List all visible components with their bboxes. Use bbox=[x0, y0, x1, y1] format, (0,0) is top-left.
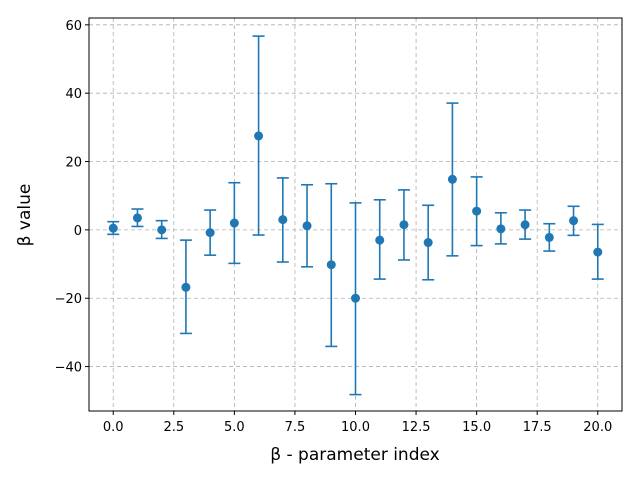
data-point bbox=[132, 213, 142, 223]
x-tick-label: 12.5 bbox=[402, 420, 431, 435]
y-tick-label: 20 bbox=[65, 156, 82, 171]
y-axis-ticks: −40 −20 0 20 40 60 bbox=[55, 19, 89, 376]
y-tick-label: 40 bbox=[65, 87, 82, 102]
data-point bbox=[496, 224, 506, 234]
data-point bbox=[278, 215, 288, 225]
x-tick-label: 5.0 bbox=[224, 420, 245, 435]
data-point bbox=[326, 260, 336, 270]
data-point bbox=[423, 238, 433, 248]
y-tick-label: 0 bbox=[74, 224, 82, 239]
data-point bbox=[108, 223, 118, 233]
data-point bbox=[593, 247, 603, 257]
x-tick-label: 15.0 bbox=[462, 420, 491, 435]
data-point bbox=[520, 220, 530, 230]
data-point bbox=[302, 221, 312, 231]
data-point bbox=[181, 282, 191, 292]
data-point bbox=[447, 174, 457, 184]
x-tick-label: 20.0 bbox=[583, 420, 612, 435]
y-tick-label: −40 bbox=[55, 361, 82, 376]
x-tick-label: 17.5 bbox=[523, 420, 552, 435]
x-tick-label: 2.5 bbox=[163, 420, 184, 435]
x-axis-ticks: 0.0 2.5 5.0 7.5 10.0 12.5 15.0 17.5 20.0 bbox=[103, 411, 612, 435]
data-point bbox=[544, 232, 554, 242]
error-bars bbox=[107, 35, 604, 396]
data-point bbox=[205, 228, 215, 238]
data-point bbox=[472, 206, 482, 216]
y-tick-label: 60 bbox=[65, 19, 82, 34]
data-point bbox=[351, 293, 360, 303]
data-point bbox=[375, 235, 385, 245]
data-point bbox=[569, 216, 579, 226]
data-point bbox=[229, 218, 239, 228]
data-point bbox=[157, 225, 167, 235]
data-point bbox=[254, 131, 264, 141]
data-points bbox=[108, 131, 603, 303]
y-tick-label: −20 bbox=[55, 292, 82, 307]
data-point bbox=[399, 220, 409, 230]
x-axis-label: β - parameter index bbox=[270, 445, 439, 465]
y-axis-label: β value bbox=[15, 184, 35, 247]
x-tick-label: 7.5 bbox=[285, 420, 306, 435]
x-tick-label: 0.0 bbox=[103, 420, 124, 435]
x-tick-label: 10.0 bbox=[341, 420, 370, 435]
